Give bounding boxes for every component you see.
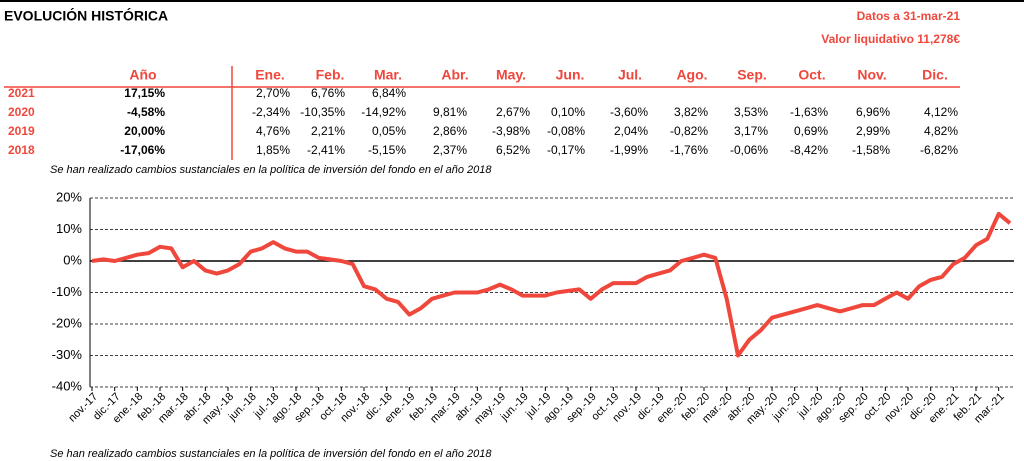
row-month: 2,37%	[433, 143, 467, 157]
column-header: Sep.	[737, 67, 767, 83]
y-tick-label: 0%	[63, 252, 82, 267]
row-year: 2018	[8, 143, 35, 157]
column-header: Mar.	[374, 67, 402, 83]
row-year: 2019	[8, 124, 35, 138]
row-month: 2,04%	[614, 124, 648, 138]
date: Datos a 31-mar-21	[857, 9, 961, 23]
row-month: -5,15%	[368, 143, 406, 157]
row-month: 3,82%	[674, 105, 708, 119]
row-month: 2,86%	[433, 124, 467, 138]
column-header: Dic.	[922, 67, 948, 83]
column-header: Año	[129, 67, 156, 83]
series-line	[91, 211, 1012, 358]
row-month: 9,81%	[433, 105, 467, 119]
row-month: -6,82%	[920, 143, 958, 157]
row-month: -2,34%	[252, 105, 290, 119]
row-month: 2,67%	[496, 105, 530, 119]
row-month: -0,17%	[547, 143, 585, 157]
row-month: -3,98%	[492, 124, 530, 138]
row-year: 2020	[8, 105, 35, 119]
row-month: 0,05%	[372, 124, 406, 138]
note: Se han realizado cambios sustanciales en…	[50, 164, 492, 176]
note-bottom: Se han realizado cambios sustanciales en…	[50, 448, 492, 460]
column-header: Nov.	[857, 67, 886, 83]
column-header: Ene.	[255, 67, 285, 83]
row-month: -0,82%	[670, 124, 708, 138]
row-month: -3,60%	[610, 105, 648, 119]
y-tick-label: 10%	[56, 221, 82, 236]
row-month: 0,10%	[551, 105, 585, 119]
row-month: -1,58%	[852, 143, 890, 157]
row-month: 6,76%	[311, 86, 345, 100]
row-month: -1,63%	[790, 105, 828, 119]
row-month: -0,08%	[547, 124, 585, 138]
column-header: Abr.	[441, 67, 468, 83]
row-month: 0,69%	[794, 124, 828, 138]
column-header: Oct.	[798, 67, 825, 83]
column-header: Jun.	[556, 67, 585, 83]
column-header: Feb.	[316, 67, 345, 83]
y-tick-label: -30%	[52, 347, 83, 362]
row-month: -14,92%	[361, 105, 406, 119]
row-month: 1,85%	[256, 143, 290, 157]
y-tick-label: 20%	[56, 189, 82, 204]
row-month: 2,21%	[311, 124, 345, 138]
row-month: 6,84%	[372, 86, 406, 100]
row-annual: -17,06%	[120, 143, 165, 157]
title: EVOLUCIÓN HISTÓRICA	[4, 7, 168, 24]
row-month: -2,41%	[307, 143, 345, 157]
row-annual: 20,00%	[124, 124, 165, 138]
row-month: 4,76%	[256, 124, 290, 138]
row-month: -8,42%	[790, 143, 828, 157]
row-year: 2021	[8, 86, 35, 100]
row-month: 3,53%	[734, 105, 768, 119]
row-month: 2,99%	[856, 124, 890, 138]
row-annual: -4,58%	[127, 105, 165, 119]
column-header: Ago.	[676, 67, 707, 83]
row-month: -1,99%	[610, 143, 648, 157]
row-annual: 17,15%	[124, 86, 165, 100]
row-month: 4,82%	[924, 124, 958, 138]
row-month: -10,35%	[300, 105, 345, 119]
row-month: 6,52%	[496, 143, 530, 157]
y-tick-label: -40%	[52, 378, 83, 393]
nav: Valor liquidativo 11,278€	[821, 32, 960, 46]
y-tick-label: -20%	[52, 315, 83, 330]
y-tick-label: -10%	[52, 284, 83, 299]
column-header: Jul.	[618, 67, 642, 83]
row-month: 4,12%	[924, 105, 958, 119]
row-month: -0,06%	[730, 143, 768, 157]
column-header: May.	[496, 67, 526, 83]
row-month: 3,17%	[734, 124, 768, 138]
row-month: -1,76%	[670, 143, 708, 157]
row-month: 6,96%	[856, 105, 890, 119]
row-month: 2,70%	[256, 86, 290, 100]
